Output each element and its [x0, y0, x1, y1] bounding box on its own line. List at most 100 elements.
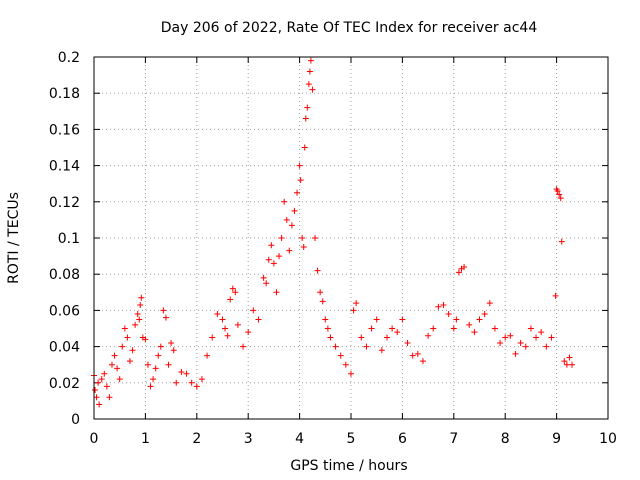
data-point: [481, 311, 488, 318]
data-point: [147, 383, 154, 390]
x-tick-label: 2: [192, 431, 201, 447]
data-point: [260, 274, 267, 281]
x-tick-label: 1: [141, 431, 150, 447]
data-point: [234, 321, 241, 328]
plot-frame: [93, 56, 609, 420]
data-point: [307, 57, 314, 64]
x-tick-label: 6: [398, 431, 407, 447]
data-point: [227, 296, 234, 303]
data-point: [566, 354, 573, 361]
y-tick-label: 0.08: [49, 267, 80, 283]
data-point: [455, 269, 462, 276]
data-point: [358, 334, 365, 341]
data-point: [168, 339, 175, 346]
data-point: [300, 244, 307, 251]
data-point: [319, 298, 326, 305]
data-point: [394, 329, 401, 336]
data-point: [278, 235, 285, 241]
data-point: [283, 216, 290, 223]
data-point: [134, 311, 141, 318]
data-point: [430, 325, 437, 332]
data-point: [276, 253, 283, 260]
data-point: [229, 285, 236, 292]
data-point: [136, 316, 143, 323]
data-point: [142, 336, 149, 343]
data-point: [111, 352, 118, 359]
x-tick-label: 4: [295, 431, 304, 447]
data-point: [445, 311, 452, 318]
data-point: [522, 343, 529, 350]
data-point: [183, 370, 190, 377]
data-point: [552, 292, 559, 299]
data-point: [466, 321, 473, 328]
data-point: [538, 329, 545, 336]
x-tick-label: 7: [449, 431, 458, 447]
data-point: [304, 104, 311, 111]
y-axis-tick-labels: 0 0.02 0.04 0.06 0.08 0.1 0.12 0.14 0.16 0.18 0.2: [49, 50, 80, 428]
y-tick-label: 0.1: [58, 231, 80, 247]
data-point: [533, 334, 540, 341]
data-point: [137, 301, 144, 308]
data-point: [209, 334, 216, 341]
data-point: [281, 198, 288, 205]
x-tick-label: 5: [347, 431, 356, 447]
data-point: [414, 350, 421, 357]
data-point: [312, 235, 319, 241]
data-point: [301, 144, 308, 151]
data-point: [563, 361, 570, 368]
x-tick-label: 10: [599, 431, 617, 447]
data-point: [150, 376, 157, 383]
data-point: [491, 325, 498, 332]
y-tick-label: 0.2: [58, 50, 80, 66]
data-point: [214, 311, 221, 318]
data-point: [561, 358, 568, 365]
data-point: [373, 316, 380, 323]
data-point: [435, 303, 442, 310]
data-point: [309, 86, 316, 93]
data-point: [106, 394, 113, 401]
y-tick-label: 0.04: [49, 340, 80, 356]
data-point: [502, 334, 509, 341]
y-axis-label: ROTI / TECUs: [6, 192, 22, 284]
data-point: [471, 329, 478, 336]
data-point: [350, 307, 357, 314]
data-point: [98, 376, 105, 383]
data-point: [399, 316, 406, 323]
y-tick-label: 0.14: [49, 159, 80, 175]
data-point: [305, 81, 312, 88]
grid-lines: [94, 57, 608, 419]
data-point: [96, 401, 103, 408]
x-tick-label: 0: [90, 431, 99, 447]
data-point: [450, 325, 457, 332]
data-point: [121, 325, 128, 332]
data-point: [126, 358, 133, 365]
data-point: [543, 343, 550, 350]
data-point: [353, 300, 360, 307]
y-tick-label: 0.16: [49, 122, 80, 138]
data-point: [193, 383, 200, 390]
data-point: [314, 267, 321, 274]
data-point: [558, 238, 565, 245]
data-point: [368, 325, 375, 332]
data-point: [165, 361, 172, 368]
data-point: [119, 343, 126, 350]
data-point: [219, 316, 226, 323]
data-point: [512, 350, 519, 357]
data-point: [302, 115, 309, 122]
y-tick-label: 0.06: [49, 303, 80, 319]
data-point: [188, 379, 195, 386]
data-point: [342, 361, 349, 368]
data-point: [178, 368, 185, 375]
data-point: [383, 334, 390, 341]
data-point: [409, 352, 416, 359]
data-point: [95, 379, 102, 386]
data-point: [419, 358, 426, 365]
data-point: [296, 162, 303, 169]
data-point: [554, 187, 561, 194]
data-point: [497, 339, 504, 346]
data-point: [116, 376, 123, 383]
data-point: [332, 343, 339, 350]
data-point: [476, 316, 483, 323]
data-point: [268, 242, 275, 249]
